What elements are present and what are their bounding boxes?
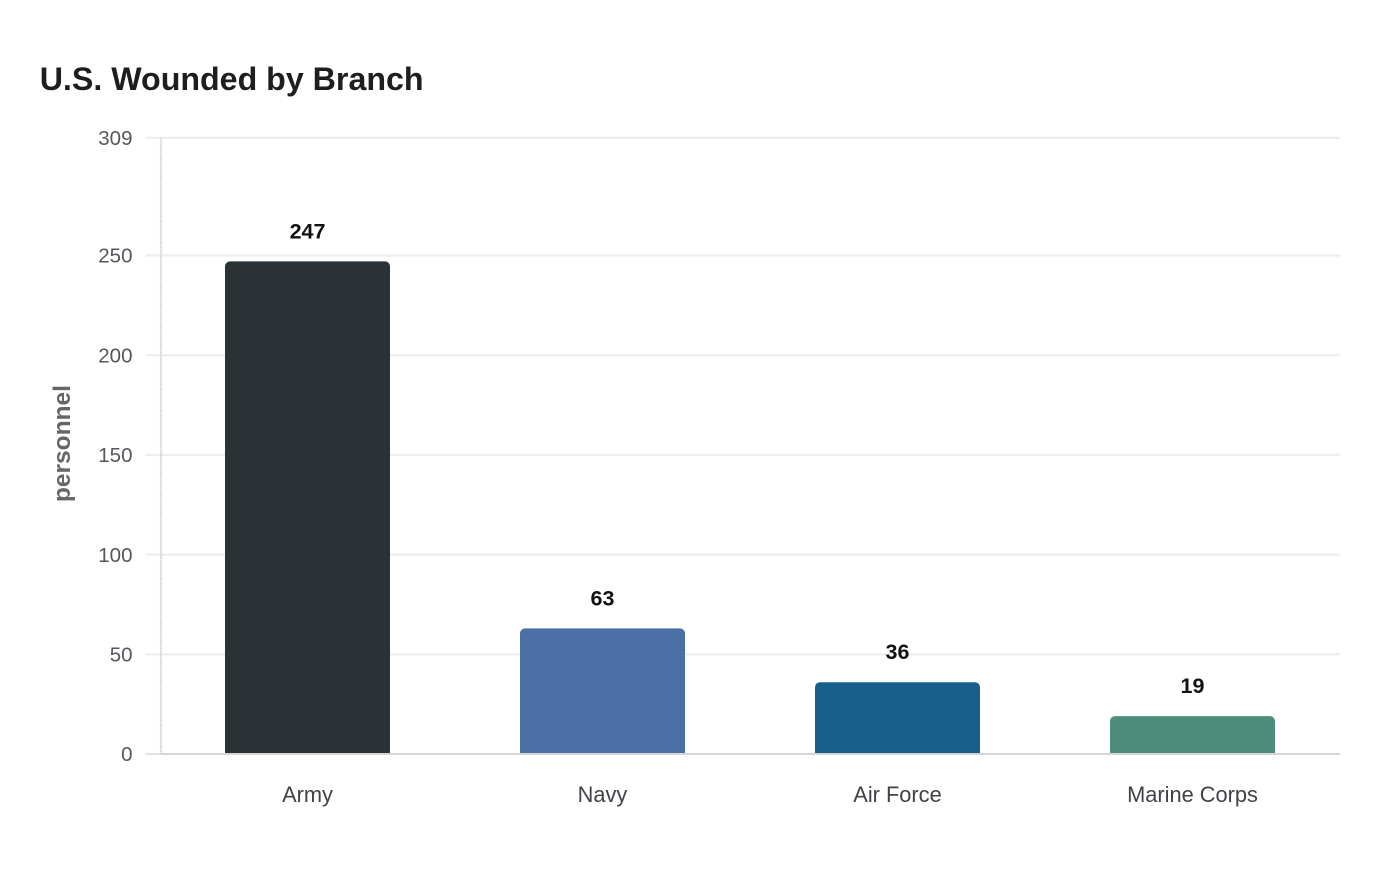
svg-text:63: 63 [591, 586, 615, 610]
svg-text:Air Force: Air Force [853, 782, 941, 807]
svg-text:150: 150 [98, 444, 132, 467]
svg-text:309: 309 [98, 127, 132, 150]
svg-text:200: 200 [98, 344, 132, 367]
svg-text:19: 19 [1181, 674, 1205, 698]
svg-text:U.S. Wounded by Branch: U.S. Wounded by Branch [40, 61, 424, 97]
svg-text:250: 250 [98, 245, 132, 268]
svg-text:personnel: personnel [49, 385, 76, 502]
svg-text:36: 36 [886, 640, 910, 664]
svg-text:Marine Corps: Marine Corps [1127, 782, 1258, 807]
svg-text:247: 247 [290, 219, 326, 243]
svg-text:0: 0 [121, 743, 132, 766]
svg-text:Navy: Navy [578, 782, 628, 807]
svg-text:100: 100 [98, 544, 132, 567]
svg-text:Army: Army [282, 782, 333, 807]
svg-text:50: 50 [110, 644, 133, 667]
